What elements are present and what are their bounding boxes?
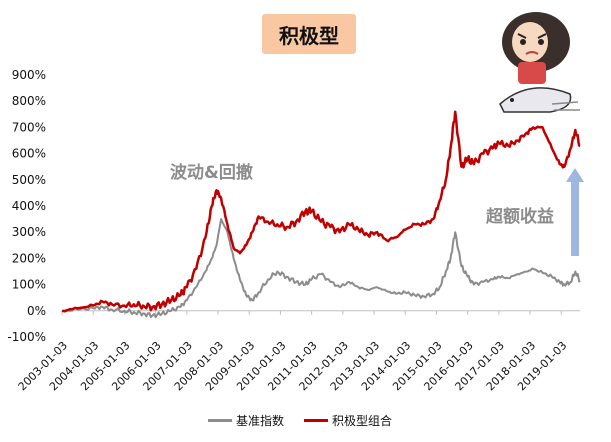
legend-label-portfolio: 积极型组合 bbox=[332, 414, 393, 428]
excess-arrow-icon bbox=[566, 168, 584, 256]
benchmark-line bbox=[61, 218, 581, 319]
mascot-icon bbox=[499, 12, 580, 113]
y-tick-label: 500% bbox=[12, 173, 46, 187]
y-tick-label: 700% bbox=[12, 120, 46, 134]
legend-label-benchmark: 基准指数 bbox=[236, 414, 285, 428]
y-tick-label: 100% bbox=[12, 278, 46, 292]
legend-swatch-benchmark bbox=[208, 419, 232, 422]
y-tick-label: -100% bbox=[7, 330, 46, 344]
y-tick-label: 400% bbox=[12, 199, 46, 213]
y-tick-label: 300% bbox=[12, 225, 46, 239]
y-axis: -100% 0% 100% 200% 300% 400% 500% 600% 700% 800% 9… bbox=[7, 68, 580, 344]
legend-swatch-portfolio bbox=[304, 419, 329, 422]
chart-title: 积极型 bbox=[262, 14, 356, 54]
x-axis: 2003-01-032004-01-032005-01-032006-01-03… bbox=[16, 310, 569, 393]
y-tick-label: 900% bbox=[12, 68, 46, 82]
peak-annotation: 波动&回撤 bbox=[170, 162, 253, 183]
legend: 基准指数 积极型组合 bbox=[208, 412, 392, 429]
excess-annotation: 超额收益 bbox=[486, 206, 554, 227]
series-layer bbox=[61, 110, 581, 319]
y-tick-label: 0% bbox=[27, 304, 46, 318]
y-tick-label: 200% bbox=[12, 251, 46, 265]
y-tick-label: 600% bbox=[12, 147, 46, 161]
legend-item-portfolio: 积极型组合 bbox=[304, 412, 392, 429]
portfolio-line bbox=[61, 110, 581, 313]
legend-item-benchmark: 基准指数 bbox=[208, 412, 284, 429]
y-tick-label: 800% bbox=[12, 94, 46, 108]
